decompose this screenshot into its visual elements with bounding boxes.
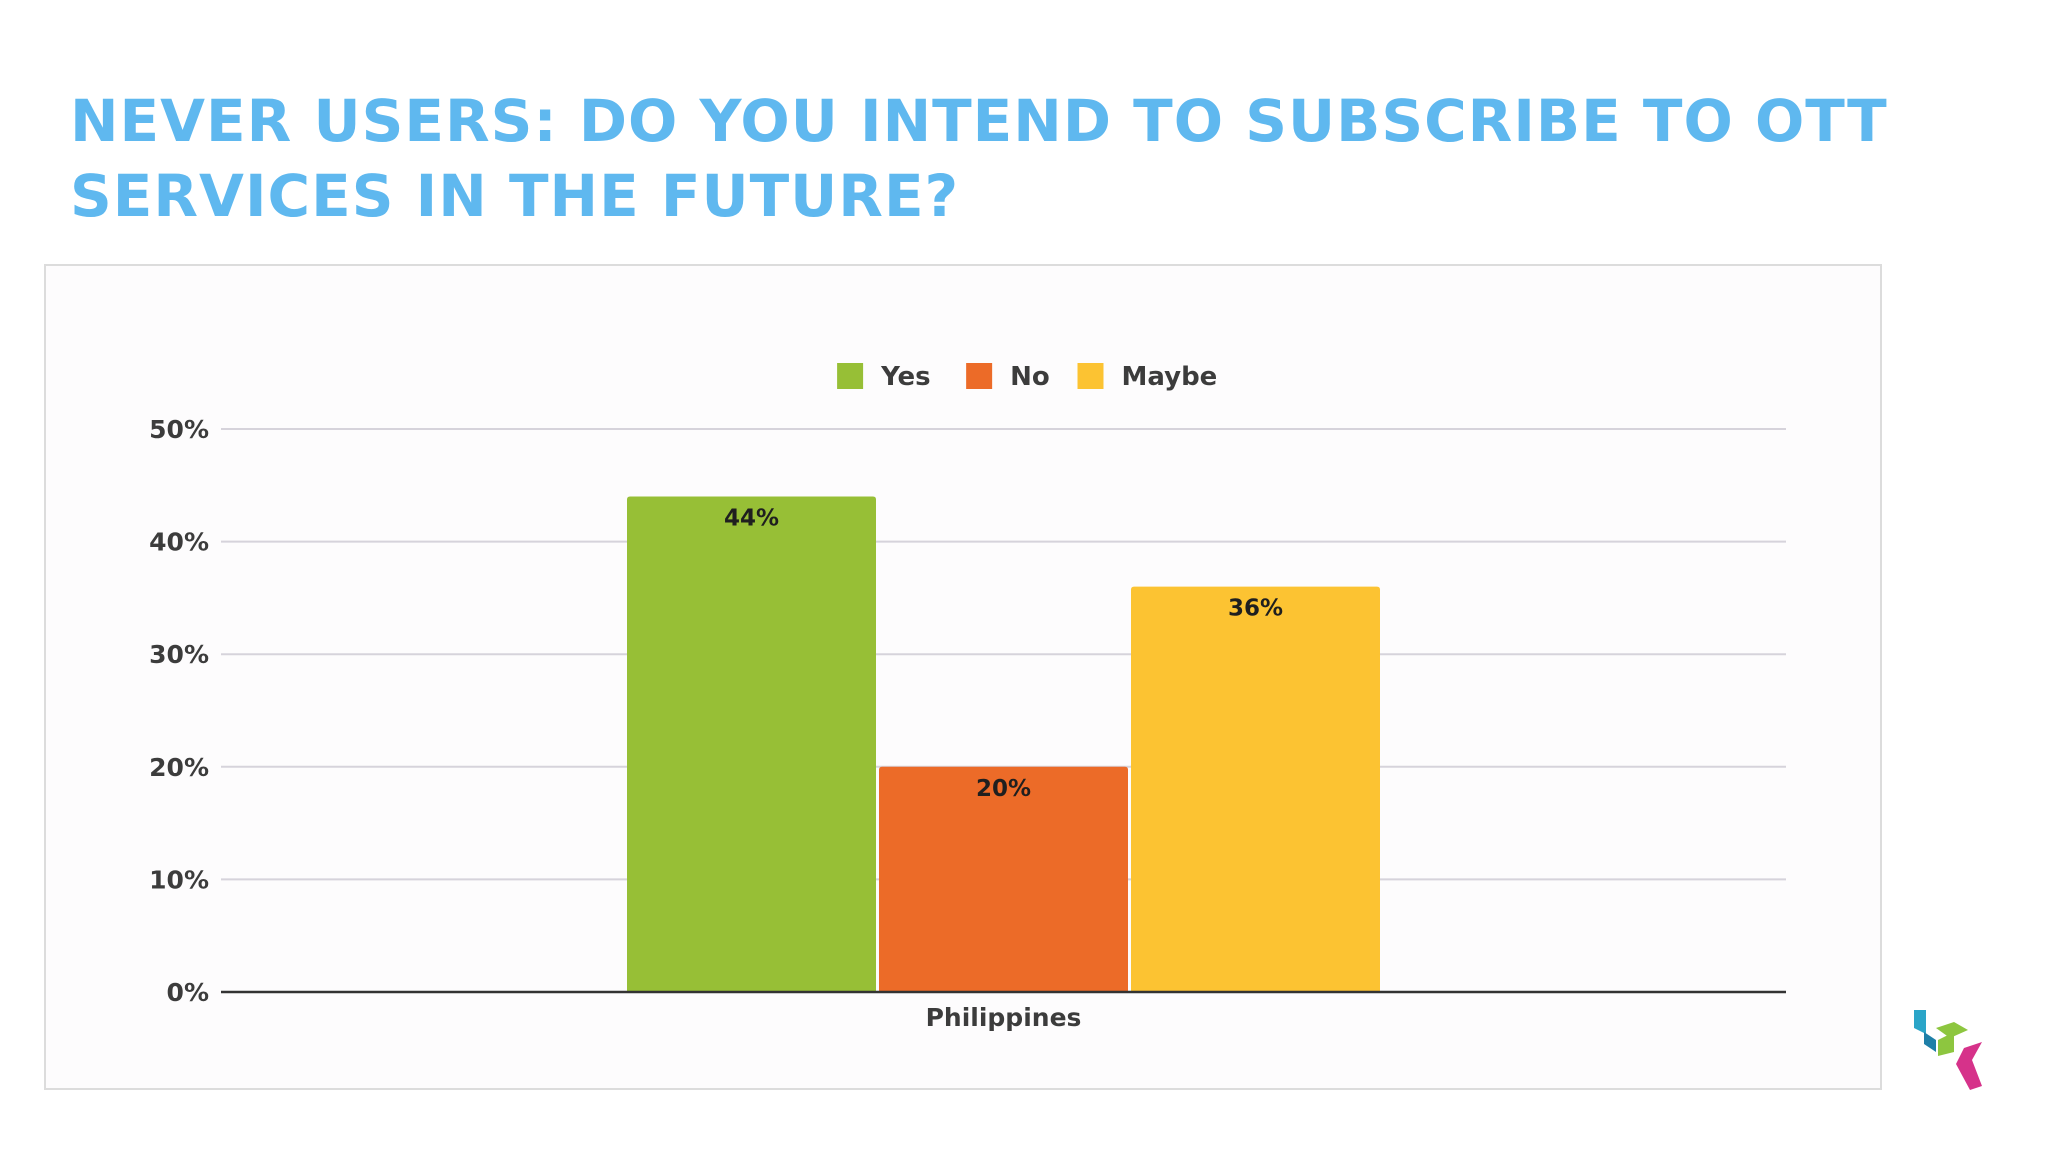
company-logo bbox=[1914, 1010, 1982, 1090]
y-tick-label: 20% bbox=[149, 753, 209, 782]
legend-swatch-no bbox=[966, 363, 993, 389]
chart-frame: Yes No Maybe 0% 10% 20% 30% 40% 50% 44% 20% 36% P… bbox=[44, 264, 1882, 1090]
bar-value-label: 20% bbox=[976, 776, 1031, 802]
legend-label: Maybe bbox=[1122, 362, 1218, 392]
x-tick-label: Philippines bbox=[926, 1003, 1082, 1032]
legend-swatch-maybe bbox=[1077, 363, 1104, 389]
chart-bars: 44% 20% 36% bbox=[627, 496, 1380, 992]
y-tick-label: 0% bbox=[167, 978, 209, 1007]
legend-label: Yes bbox=[880, 362, 931, 392]
y-tick-label: 50% bbox=[149, 415, 209, 444]
bar-value-label: 36% bbox=[1228, 596, 1283, 622]
bar-value-label: 44% bbox=[724, 506, 779, 532]
legend-label: No bbox=[1010, 362, 1050, 392]
bar-chart: Yes No Maybe 0% 10% 20% 30% 40% 50% 44% 20% 36% P… bbox=[149, 362, 1786, 1032]
logo-shape-pink bbox=[1956, 1042, 1982, 1090]
y-tick-label: 30% bbox=[149, 640, 209, 669]
bar-no bbox=[879, 766, 1128, 992]
chart-gridlines bbox=[221, 428, 1786, 881]
slide-title: NEVER USERS: DO YOU INTEND TO SUBSCRIBE … bbox=[70, 87, 1888, 230]
legend-swatch-yes bbox=[837, 363, 864, 389]
logo-shape-green-top bbox=[1936, 1022, 1968, 1038]
chart-legend: Yes No Maybe bbox=[837, 362, 1217, 392]
y-tick-label: 10% bbox=[149, 865, 209, 894]
logo-shape-green-side bbox=[1938, 1032, 1954, 1056]
x-axis: Philippines bbox=[221, 990, 1786, 1032]
bar-yes bbox=[627, 496, 876, 992]
y-tick-label: 40% bbox=[149, 528, 209, 557]
logo-shape-blue bbox=[1924, 1032, 1936, 1052]
logo-shape-teal bbox=[1914, 1010, 1926, 1034]
y-axis: 0% 10% 20% 30% 40% 50% bbox=[149, 415, 209, 1007]
bar-maybe bbox=[1131, 586, 1380, 992]
